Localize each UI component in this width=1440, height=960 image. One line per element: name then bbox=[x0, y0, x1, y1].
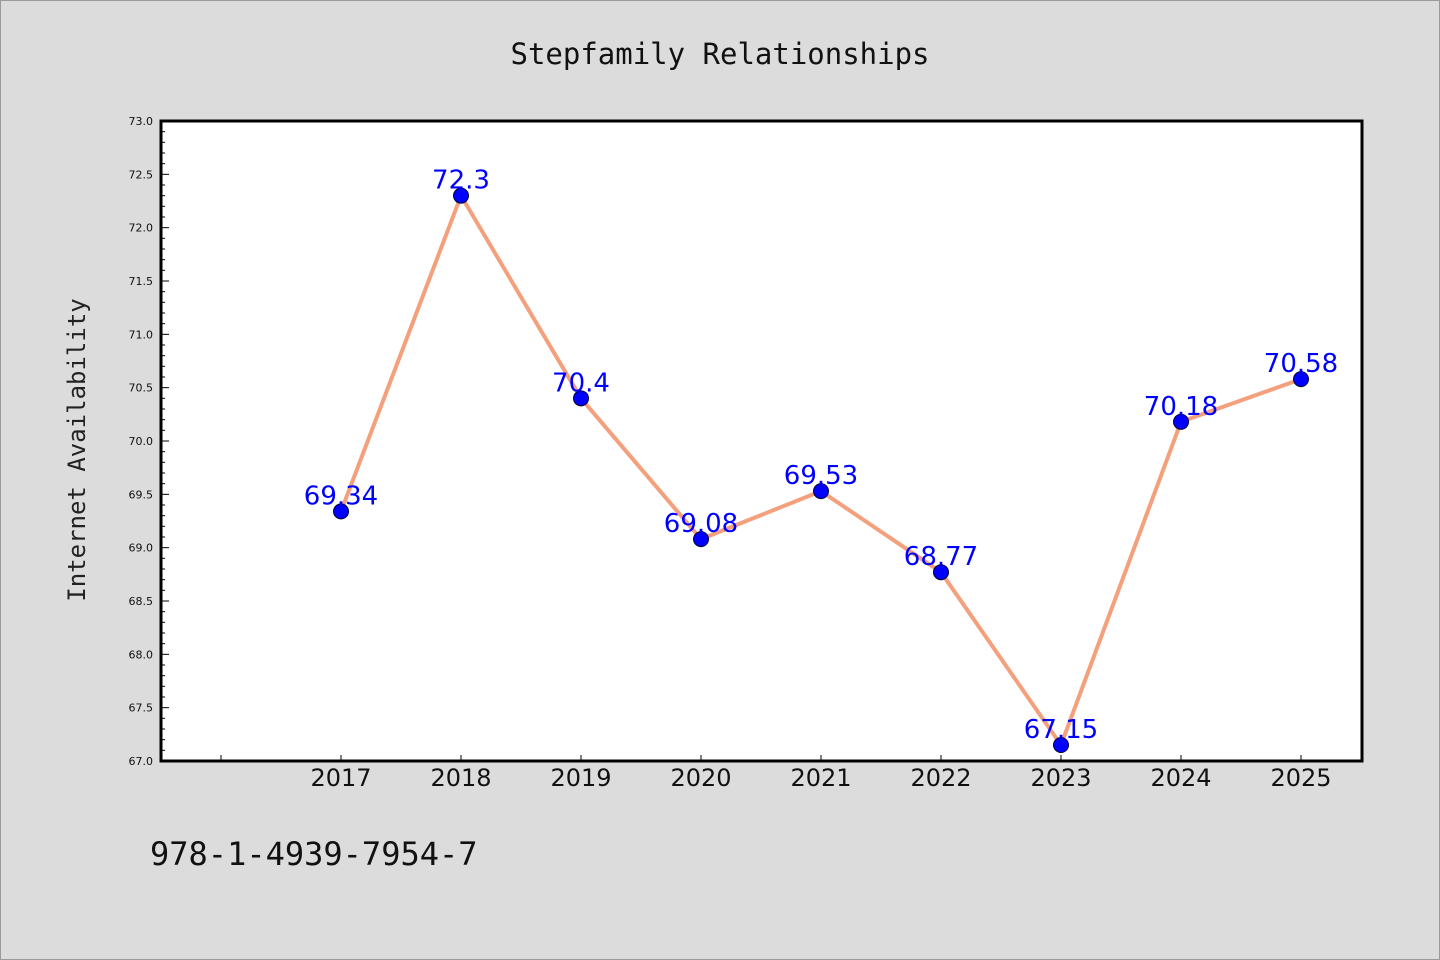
x-tick-label: 2017 bbox=[310, 764, 371, 792]
x-tick-label: 2023 bbox=[1030, 764, 1091, 792]
plot-area bbox=[159, 119, 1364, 763]
y-tick-label: 68.5 bbox=[129, 595, 154, 608]
x-tick-label: 2024 bbox=[1150, 764, 1211, 792]
y-tick-label: 70.5 bbox=[129, 382, 154, 395]
data-label: 72.3 bbox=[432, 166, 490, 196]
data-point-marker bbox=[693, 531, 709, 548]
chart-title: Stepfamily Relationships bbox=[510, 37, 929, 71]
data-label: 68.77 bbox=[904, 542, 978, 572]
x-axis: 2017 2018 2019 2020 2021 2022 2023 2024 2025 bbox=[220, 755, 1332, 792]
data-label: 69.34 bbox=[304, 481, 378, 511]
y-tick-label: 72.0 bbox=[129, 222, 154, 235]
data-point-marker bbox=[573, 390, 589, 407]
y-tick-label: 68.0 bbox=[129, 648, 154, 661]
data-point-marker bbox=[1293, 371, 1309, 388]
data-label: 70.18 bbox=[1144, 392, 1218, 422]
data-label: 67.15 bbox=[1024, 715, 1098, 745]
data-point-marker bbox=[333, 503, 349, 520]
y-tick-label: 71.5 bbox=[129, 275, 154, 288]
x-tick-label: 2021 bbox=[790, 764, 851, 792]
x-tick-label: 2020 bbox=[670, 764, 731, 792]
x-tick-label: 2019 bbox=[550, 764, 611, 792]
footer-code: 978-1-4939-7954-7 bbox=[150, 835, 478, 873]
x-tick-label: 2022 bbox=[910, 764, 971, 792]
data-label: 69.08 bbox=[664, 509, 738, 539]
x-tick-label: 2025 bbox=[1270, 764, 1331, 792]
series-layer: 69.34 72.3 70.4 69.08 69.53 68.77 67.15 70.18 70… bbox=[304, 166, 1338, 753]
data-label: 70.4 bbox=[552, 368, 610, 398]
data-label: 70.58 bbox=[1264, 349, 1338, 379]
y-tick-label: 69.0 bbox=[129, 542, 154, 555]
x-tick-label: 2018 bbox=[430, 764, 491, 792]
y-tick-label: 73.0 bbox=[129, 115, 154, 128]
y-axis: 67.0 67.5 68.0 68.5 69.0 69.5 70.0 70.5 71.0 71.5… bbox=[129, 115, 169, 768]
y-tick-label: 72.5 bbox=[129, 168, 154, 181]
data-point-marker bbox=[1053, 737, 1069, 753]
y-axis-label: Internet Availability bbox=[63, 298, 91, 601]
data-label: 69.53 bbox=[784, 461, 858, 491]
data-point-marker bbox=[1173, 413, 1189, 430]
data-point-marker bbox=[453, 187, 469, 204]
y-tick-label: 70.0 bbox=[129, 435, 154, 448]
y-tick-label: 69.5 bbox=[129, 488, 154, 501]
y-tick-label: 67.5 bbox=[129, 702, 154, 715]
y-tick-label: 67.0 bbox=[129, 755, 154, 768]
y-tick-label: 71.0 bbox=[129, 328, 154, 341]
data-point-marker bbox=[813, 483, 829, 500]
data-point-marker bbox=[933, 564, 949, 581]
